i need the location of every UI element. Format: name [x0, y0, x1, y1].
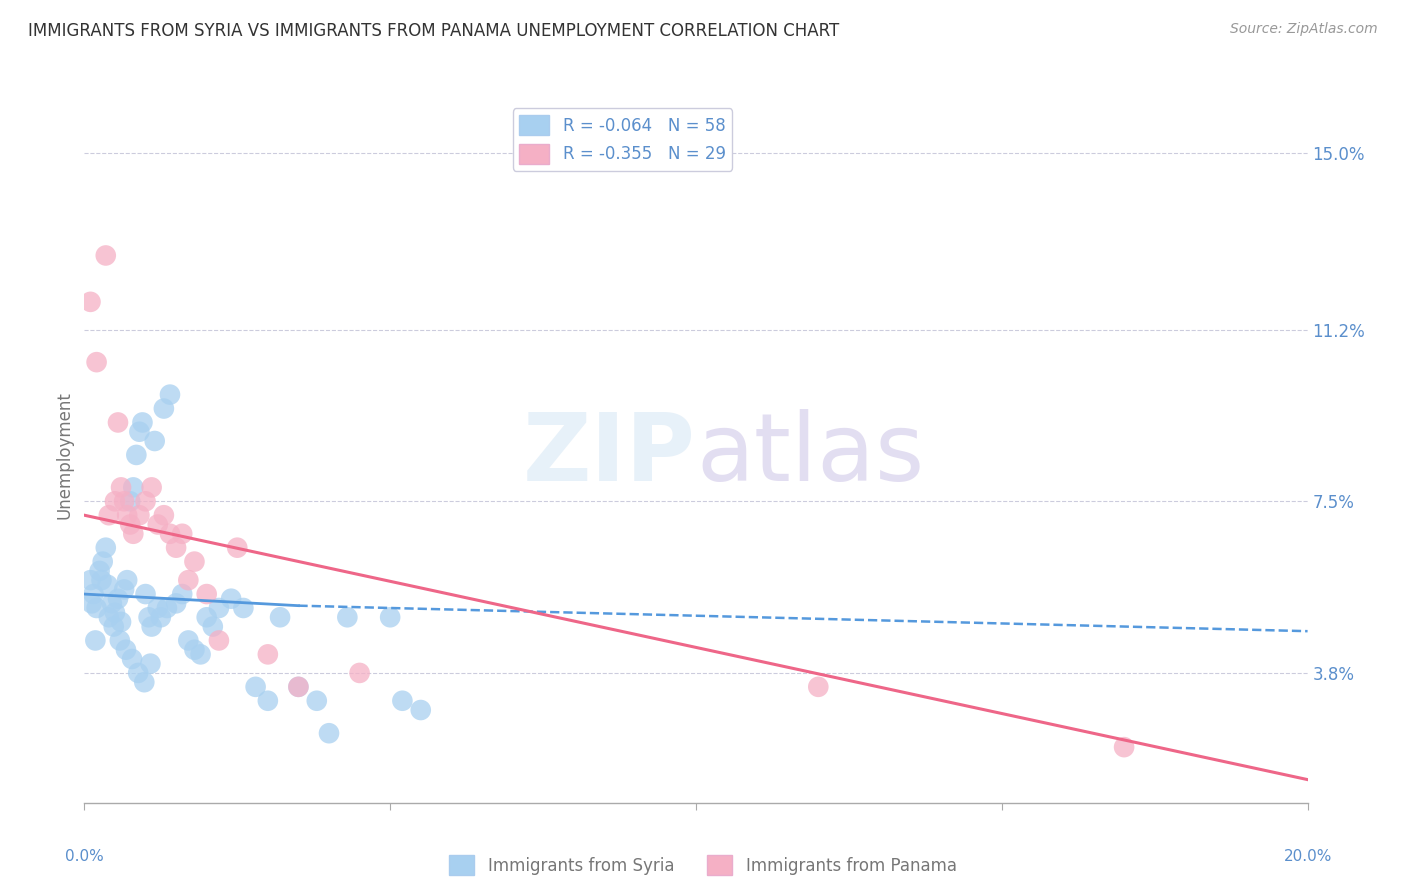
- Point: [208, 633, 231, 648]
- Point: [139, 657, 162, 671]
- Point: [115, 642, 138, 657]
- Point: [177, 633, 200, 648]
- Point: [159, 526, 181, 541]
- Point: [143, 434, 166, 448]
- Point: [97, 578, 120, 592]
- Point: [305, 694, 328, 708]
- Point: [89, 564, 111, 578]
- Point: [257, 648, 280, 662]
- Point: [349, 665, 371, 680]
- Point: [177, 573, 200, 587]
- Point: [190, 648, 212, 662]
- Point: [336, 610, 359, 624]
- Text: atlas: atlas: [696, 409, 924, 501]
- Text: Source: ZipAtlas.com: Source: ZipAtlas.com: [1230, 22, 1378, 37]
- Point: [183, 642, 205, 657]
- Point: [245, 680, 267, 694]
- Point: [128, 425, 150, 439]
- Point: [201, 619, 224, 633]
- Point: [134, 675, 156, 690]
- Point: [153, 401, 176, 416]
- Legend: R = -0.064   N = 58, R = -0.355   N = 29: R = -0.064 N = 58, R = -0.355 N = 29: [513, 109, 733, 170]
- Point: [172, 526, 194, 541]
- Point: [128, 508, 150, 523]
- Point: [120, 494, 142, 508]
- Point: [91, 555, 114, 569]
- Point: [112, 494, 135, 508]
- Point: [97, 610, 120, 624]
- Point: [183, 555, 205, 569]
- Point: [107, 416, 129, 430]
- Point: [391, 694, 413, 708]
- Point: [107, 591, 129, 606]
- Point: [135, 494, 157, 508]
- Point: [232, 601, 254, 615]
- Point: [287, 680, 309, 694]
- Point: [135, 587, 157, 601]
- Point: [153, 508, 176, 523]
- Text: 0.0%: 0.0%: [65, 849, 104, 864]
- Point: [101, 596, 124, 610]
- Point: [80, 596, 103, 610]
- Point: [318, 726, 340, 740]
- Point: [807, 680, 830, 694]
- Point: [86, 601, 108, 615]
- Point: [380, 610, 402, 624]
- Point: [226, 541, 249, 555]
- Point: [84, 633, 107, 648]
- Point: [122, 526, 145, 541]
- Point: [219, 591, 242, 606]
- Point: [159, 387, 181, 401]
- Point: [110, 480, 132, 494]
- Point: [165, 541, 187, 555]
- Point: [269, 610, 291, 624]
- Point: [172, 587, 194, 601]
- Point: [122, 480, 145, 494]
- Y-axis label: Unemployment: Unemployment: [55, 391, 73, 519]
- Point: [125, 448, 148, 462]
- Point: [115, 508, 138, 523]
- Point: [79, 294, 101, 309]
- Point: [138, 610, 160, 624]
- Point: [104, 494, 127, 508]
- Point: [108, 633, 131, 648]
- Legend: Immigrants from Syria, Immigrants from Panama: Immigrants from Syria, Immigrants from P…: [443, 848, 963, 882]
- Point: [195, 610, 218, 624]
- Point: [146, 517, 169, 532]
- Point: [94, 248, 117, 262]
- Point: [149, 610, 172, 624]
- Point: [287, 680, 309, 694]
- Point: [79, 573, 101, 587]
- Text: ZIP: ZIP: [523, 409, 696, 501]
- Point: [110, 615, 132, 629]
- Text: IMMIGRANTS FROM SYRIA VS IMMIGRANTS FROM PANAMA UNEMPLOYMENT CORRELATION CHART: IMMIGRANTS FROM SYRIA VS IMMIGRANTS FROM…: [28, 22, 839, 40]
- Point: [1114, 740, 1136, 755]
- Point: [257, 694, 280, 708]
- Point: [141, 619, 163, 633]
- Point: [104, 606, 127, 620]
- Point: [131, 416, 153, 430]
- Point: [146, 601, 169, 615]
- Point: [121, 652, 143, 666]
- Point: [127, 665, 149, 680]
- Text: 20.0%: 20.0%: [1284, 849, 1331, 864]
- Point: [103, 619, 125, 633]
- Point: [195, 587, 218, 601]
- Point: [141, 480, 163, 494]
- Point: [83, 587, 105, 601]
- Point: [120, 517, 142, 532]
- Point: [112, 582, 135, 597]
- Point: [165, 596, 187, 610]
- Point: [86, 355, 108, 369]
- Point: [97, 508, 120, 523]
- Point: [94, 541, 117, 555]
- Point: [90, 573, 112, 587]
- Point: [156, 601, 179, 615]
- Point: [115, 573, 138, 587]
- Point: [208, 601, 231, 615]
- Point: [409, 703, 432, 717]
